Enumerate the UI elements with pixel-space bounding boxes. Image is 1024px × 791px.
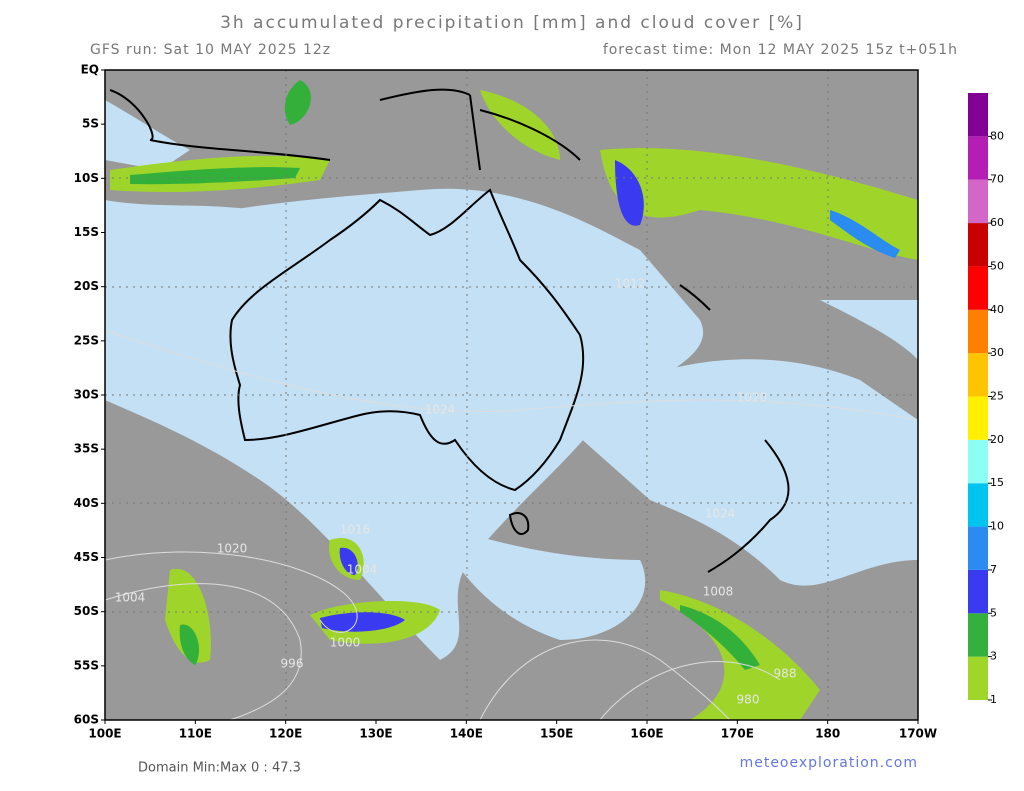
lon-label: 140E [450,727,483,741]
colorbar-label: 25 [990,390,1004,403]
lat-label: 55S [74,658,99,672]
isobar-label: 996 [281,657,304,671]
lat-label: 25S [74,333,99,347]
domain-minmax: Domain Min:Max 0 : 47.3 [138,761,301,776]
isobar-label: 1004 [115,591,146,605]
graticule [105,70,918,720]
colorbar-label: 7 [990,563,997,576]
isobars [105,329,918,720]
colorbar-segment [968,439,988,484]
lat-label: 45S [74,550,99,564]
lat-label: 20S [74,279,99,293]
colorbar-segment [968,656,988,700]
lat-label: EQ [81,63,99,77]
credit: meteoexploration.com [740,755,918,771]
lat-label: 50S [74,604,99,618]
lon-label: 170E [721,727,754,741]
colorbar-segment [968,353,988,397]
colorbar-label: 80 [990,129,1004,142]
colorbar-label: 15 [990,476,1004,489]
isobar-label: 988 [774,667,797,681]
colorbar-segment [968,179,988,224]
colorbar-segment [968,613,988,657]
map [105,70,918,720]
lat-label: 35S [74,442,99,456]
lat-label: 40S [74,496,99,510]
precipitation [110,80,918,720]
colorbar-label: 70 [990,173,1004,186]
isobar-label: 1012 [615,277,646,291]
lon-label: 130E [359,727,392,741]
colorbar-label: 60 [990,216,1004,229]
lon-label: 160E [630,727,663,741]
colorbar-segment [968,309,988,354]
clear-areas [105,100,918,660]
colorbar-segment [968,223,988,267]
dynamic: EQ5S10S15S20S25S30S35S40S45S50S55S60S100… [74,63,1004,741]
isobar-label: 1004 [347,563,378,577]
isobar-label: 1020 [737,391,768,405]
colorbar-segment [968,136,988,180]
colorbar-segment [968,483,988,527]
colorbar-segment [968,526,988,570]
lon-label: 180 [815,727,840,741]
lat-label: 10S [74,171,99,185]
colorbar-label: 50 [990,259,1004,272]
isobar-label: 1008 [703,585,734,599]
colorbar-label: 10 [990,520,1004,533]
lon-label: 100E [88,727,121,741]
lon-label: 120E [269,727,302,741]
colorbar-label: 20 [990,433,1004,446]
colorbar-segment [968,569,988,614]
lat-label: 30S [74,388,99,402]
forecast-time: forecast time: Mon 12 MAY 2025 15z t+051… [603,42,958,58]
title: 3h accumulated precipitation [mm] and cl… [220,13,804,33]
coastlines [109,88,790,573]
lat-label: 15S [74,225,99,239]
isobar-label: 1020 [217,542,248,556]
colorbar-segment [968,396,988,440]
isobar-label: 1024 [705,507,736,521]
isobar-label: 1000 [330,636,361,650]
run-time: GFS run: Sat 10 MAY 2025 12z [90,42,331,58]
colorbar-label: 1 [990,693,997,706]
lon-label: 110E [179,727,212,741]
isobar-label: 980 [737,693,760,707]
isobar-label: 1024 [425,403,456,417]
colorbar-label: 30 [990,346,1004,359]
colorbar-segment [968,93,988,137]
colorbar-label: 5 [990,606,997,619]
colorbar-segment [968,266,988,310]
lat-label: 5S [82,117,99,131]
colorbar-label: 3 [990,650,997,663]
colorbar-label: 40 [990,303,1004,316]
lat-label: 60S [74,713,99,727]
isobar-label: 1016 [340,523,371,537]
lon-label: 170W [899,727,937,741]
lon-label: 150E [540,727,573,741]
